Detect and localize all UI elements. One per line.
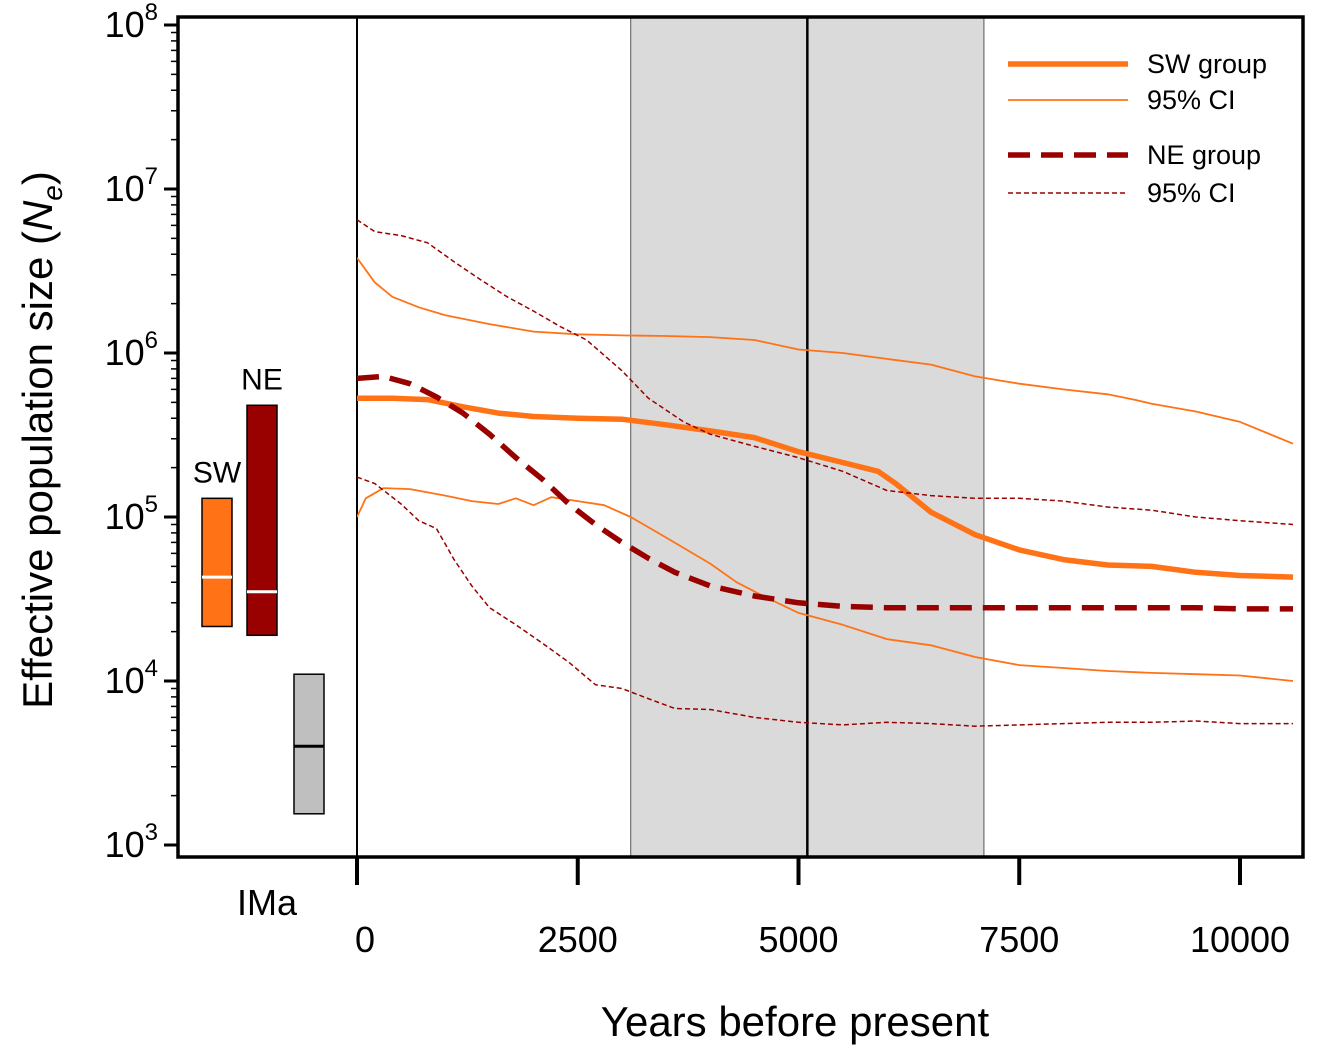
y-axis-title-main: Effective population size ( xyxy=(14,231,61,709)
legend-label-3: 95% CI xyxy=(1147,178,1236,208)
legend-label-2: NE group xyxy=(1147,140,1261,170)
ima-boxes-layer: SW NE xyxy=(193,363,325,815)
y-tick-label: 106 xyxy=(105,327,158,373)
shaded-interval-layer xyxy=(356,16,985,858)
x-tick-label: 2500 xyxy=(538,919,618,960)
y-axis-title-symbol: N xyxy=(14,200,61,231)
x-tick-label: 10000 xyxy=(1190,919,1290,960)
y-tick-label: 104 xyxy=(105,655,158,701)
series-layer xyxy=(357,219,1294,727)
y-axis-title: Effective population size (Ne) xyxy=(14,171,68,709)
x-tick-label: 5000 xyxy=(758,919,838,960)
ima-box-2 xyxy=(293,673,325,815)
plot-frame xyxy=(176,15,1305,859)
ima-box-label-0: SW xyxy=(193,456,242,489)
legend-label-0: SW group xyxy=(1147,49,1267,79)
y-tick-label: 108 xyxy=(105,0,158,45)
x-tick-label: 7500 xyxy=(979,919,1059,960)
legend: SW group 95% CI NE group 95% CI xyxy=(1008,49,1267,208)
series-line-4 xyxy=(357,219,1294,526)
x-tick-label: 0 xyxy=(355,919,375,960)
axes-layer: 103 104 105 106 107 108 0 2500 5000 7500 10000 xyxy=(105,0,1305,960)
ima-box-label-1: NE xyxy=(241,363,283,396)
y-tick-label: 107 xyxy=(105,163,158,209)
x-axis-title: Years before present xyxy=(601,998,990,1045)
ima-box-0 xyxy=(201,497,233,628)
series-line-5 xyxy=(357,476,1293,727)
y-axis-title-close: ) xyxy=(14,171,61,185)
series-line-1 xyxy=(357,257,1294,445)
legend-label-1: 95% CI xyxy=(1147,85,1236,115)
y-axis-title-subscript: e xyxy=(37,185,68,201)
series-line-0 xyxy=(357,395,1294,580)
series-line-3 xyxy=(357,373,1293,612)
y-tick-label: 105 xyxy=(105,491,158,537)
ima-axis-label: IMa xyxy=(237,882,298,923)
y-tick-label: 103 xyxy=(105,819,158,865)
series-line-2 xyxy=(357,487,1294,682)
ima-box-1 xyxy=(246,404,278,637)
